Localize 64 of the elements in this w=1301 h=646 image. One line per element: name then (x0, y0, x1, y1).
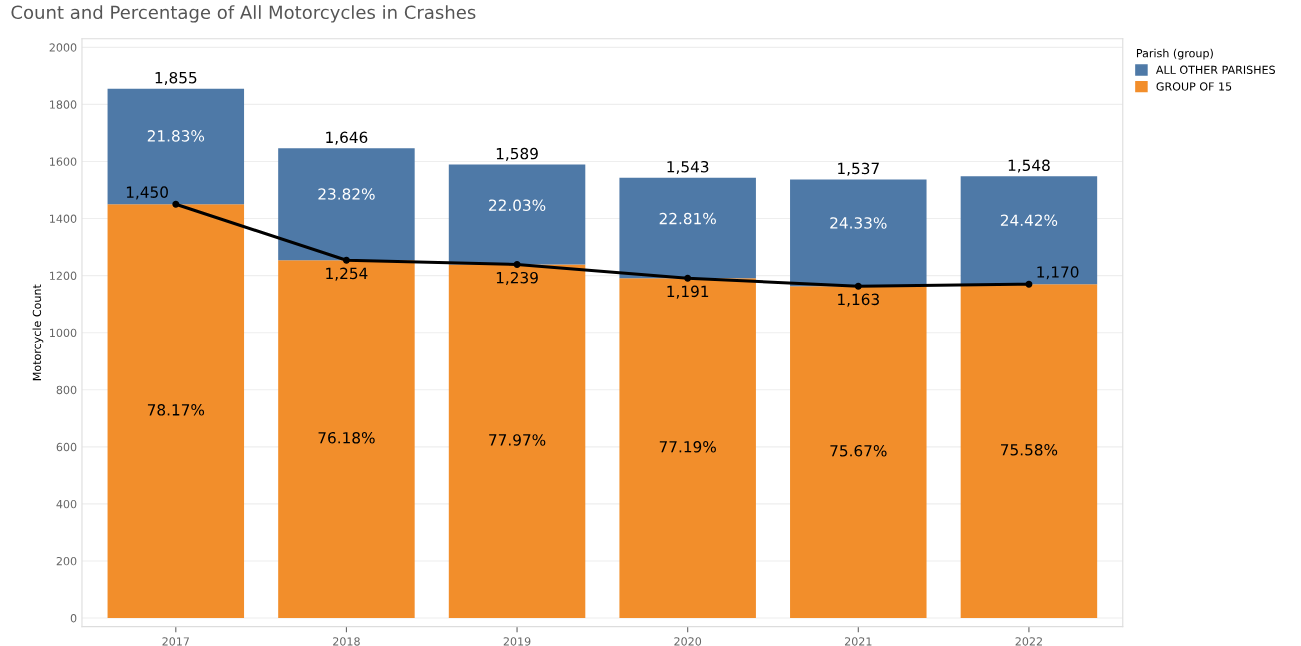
y-tick-label: 1200 (50, 271, 77, 280)
y-tick-label: 600 (56, 442, 77, 452)
x-tick-label: 2021 (844, 637, 872, 646)
y-tick-label: 1600 (50, 157, 77, 166)
data-label: 1,170 (1037, 266, 1079, 280)
total-label: 1,589 (496, 147, 538, 161)
bar (619, 177, 756, 279)
bar (960, 176, 1098, 285)
bar (107, 88, 245, 205)
total-label: 1,548 (1008, 159, 1050, 173)
annotation: 76.18% (318, 432, 375, 444)
chart-title: Count and Percentage of All Motorcycles in Crashes (11, 5, 476, 23)
y-tick-label: 400 (56, 499, 77, 509)
total-label: 1,537 (838, 162, 879, 176)
annotation: 75.67% (830, 444, 887, 457)
y-tick-label: 200 (56, 556, 77, 566)
x-tick-label: 2017 (162, 637, 189, 646)
y-tick-label: 0 (70, 614, 77, 623)
annotation: 22.81% (659, 212, 716, 225)
data-label: 1,239 (496, 271, 538, 286)
annotation: 77.19% (659, 441, 716, 453)
bar (960, 284, 1098, 619)
data-label: 1,450 (126, 186, 168, 200)
total-label: 1,543 (667, 160, 709, 175)
annotation: 77.97% (489, 434, 546, 446)
annotation: 78.17% (147, 404, 205, 416)
legend-title: Parish (group) (1136, 48, 1213, 60)
point (172, 200, 180, 208)
point (854, 282, 862, 290)
legend-label: ALL OTHER PARISHES (1155, 65, 1276, 74)
bar (448, 164, 586, 265)
annotation: 22.03% (489, 199, 546, 211)
data-label: 1,163 (838, 293, 879, 307)
x-tick-label: 2019 (503, 637, 531, 646)
bar (278, 260, 415, 619)
bar (790, 179, 927, 287)
x-tick-label: 2022 (1015, 637, 1042, 646)
bar (790, 286, 927, 619)
y-tick-label: 1000 (50, 328, 77, 338)
y-axis-title: Motorcycle Count (32, 284, 44, 381)
data-label: 1,254 (326, 267, 368, 281)
data-label: 1,191 (667, 285, 709, 299)
x-tick-label: 2020 (674, 637, 702, 646)
bar (448, 264, 586, 619)
annotation: 23.82% (318, 188, 375, 200)
total-label: 1,646 (326, 131, 368, 145)
total-label: 1,855 (155, 71, 197, 86)
annotation: 24.33% (830, 217, 887, 229)
point (513, 261, 521, 268)
x-tick-label: 2018 (333, 637, 360, 646)
point (342, 256, 350, 264)
y-tick-label: 1400 (50, 214, 77, 223)
bar (278, 148, 415, 261)
point (684, 274, 692, 282)
bar (619, 278, 756, 619)
annotation: 75.58% (1001, 443, 1058, 456)
bar (107, 204, 245, 619)
y-tick-label: 2000 (49, 43, 77, 52)
annotation: 24.42% (1000, 214, 1058, 227)
legend-label: GROUP OF 15 (1156, 82, 1232, 91)
y-tick-label: 800 (56, 385, 77, 395)
y-tick-label: 1800 (50, 100, 77, 109)
point (1025, 280, 1033, 288)
annotation: 21.83% (147, 130, 205, 142)
